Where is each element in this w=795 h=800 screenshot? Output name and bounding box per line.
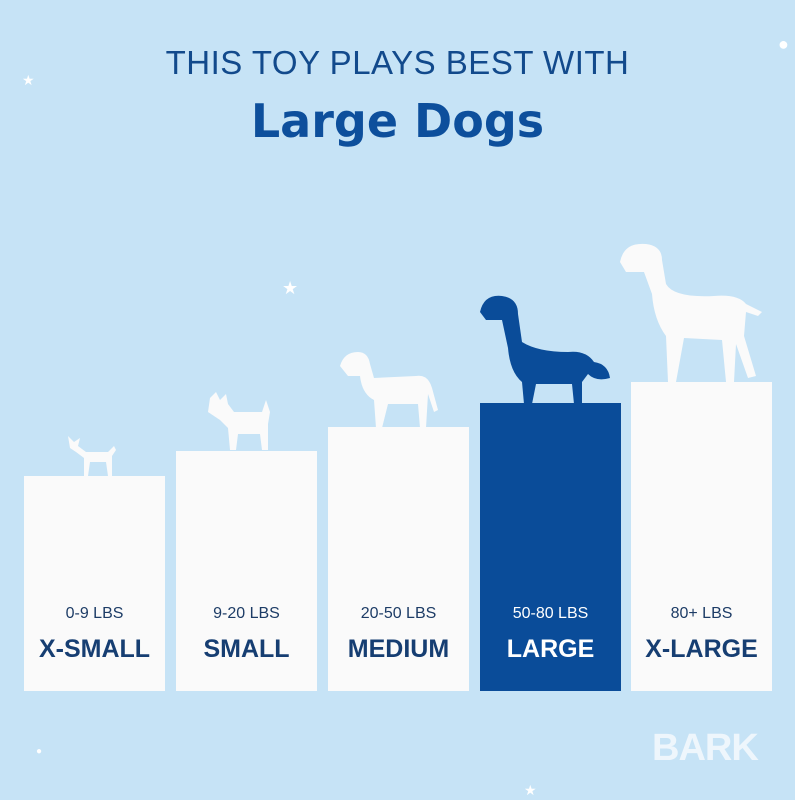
bark-logo: BARK xyxy=(652,727,759,769)
weight-label: 0-9 LBS xyxy=(65,605,124,622)
star-icon: ★ xyxy=(22,72,35,88)
weight-label: 80+ LBS xyxy=(670,605,733,622)
large-dog-icon xyxy=(480,295,610,404)
size-label: MEDIUM xyxy=(347,635,450,663)
star-icon: ★ xyxy=(524,782,537,798)
star-icon: ● xyxy=(36,746,43,757)
star-icon: ● xyxy=(778,34,789,54)
bar-medium xyxy=(328,427,469,691)
size-title: Large Dogs xyxy=(250,94,545,148)
size-label: SMALL xyxy=(203,635,290,663)
bar-x-large xyxy=(631,382,772,691)
headline: THIS TOY PLAYS BEST WITH xyxy=(165,44,630,81)
small-dog-icon xyxy=(208,392,270,450)
medium-dog-icon xyxy=(340,352,438,428)
weight-label: 20-50 LBS xyxy=(360,605,437,622)
size-label: X-SMALL xyxy=(38,635,151,663)
weight-label: 50-80 LBS xyxy=(512,605,589,622)
star-icon: ★ xyxy=(282,278,299,298)
weight-label: 9-20 LBS xyxy=(213,605,280,622)
bar-x-small xyxy=(24,476,165,691)
size-label: X-LARGE xyxy=(645,635,758,663)
bar-small xyxy=(176,451,317,691)
size-label: LARGE xyxy=(506,635,595,663)
x-large-dog-icon xyxy=(620,243,762,382)
x-small-dog-icon xyxy=(68,436,116,476)
bar-large xyxy=(480,403,621,691)
